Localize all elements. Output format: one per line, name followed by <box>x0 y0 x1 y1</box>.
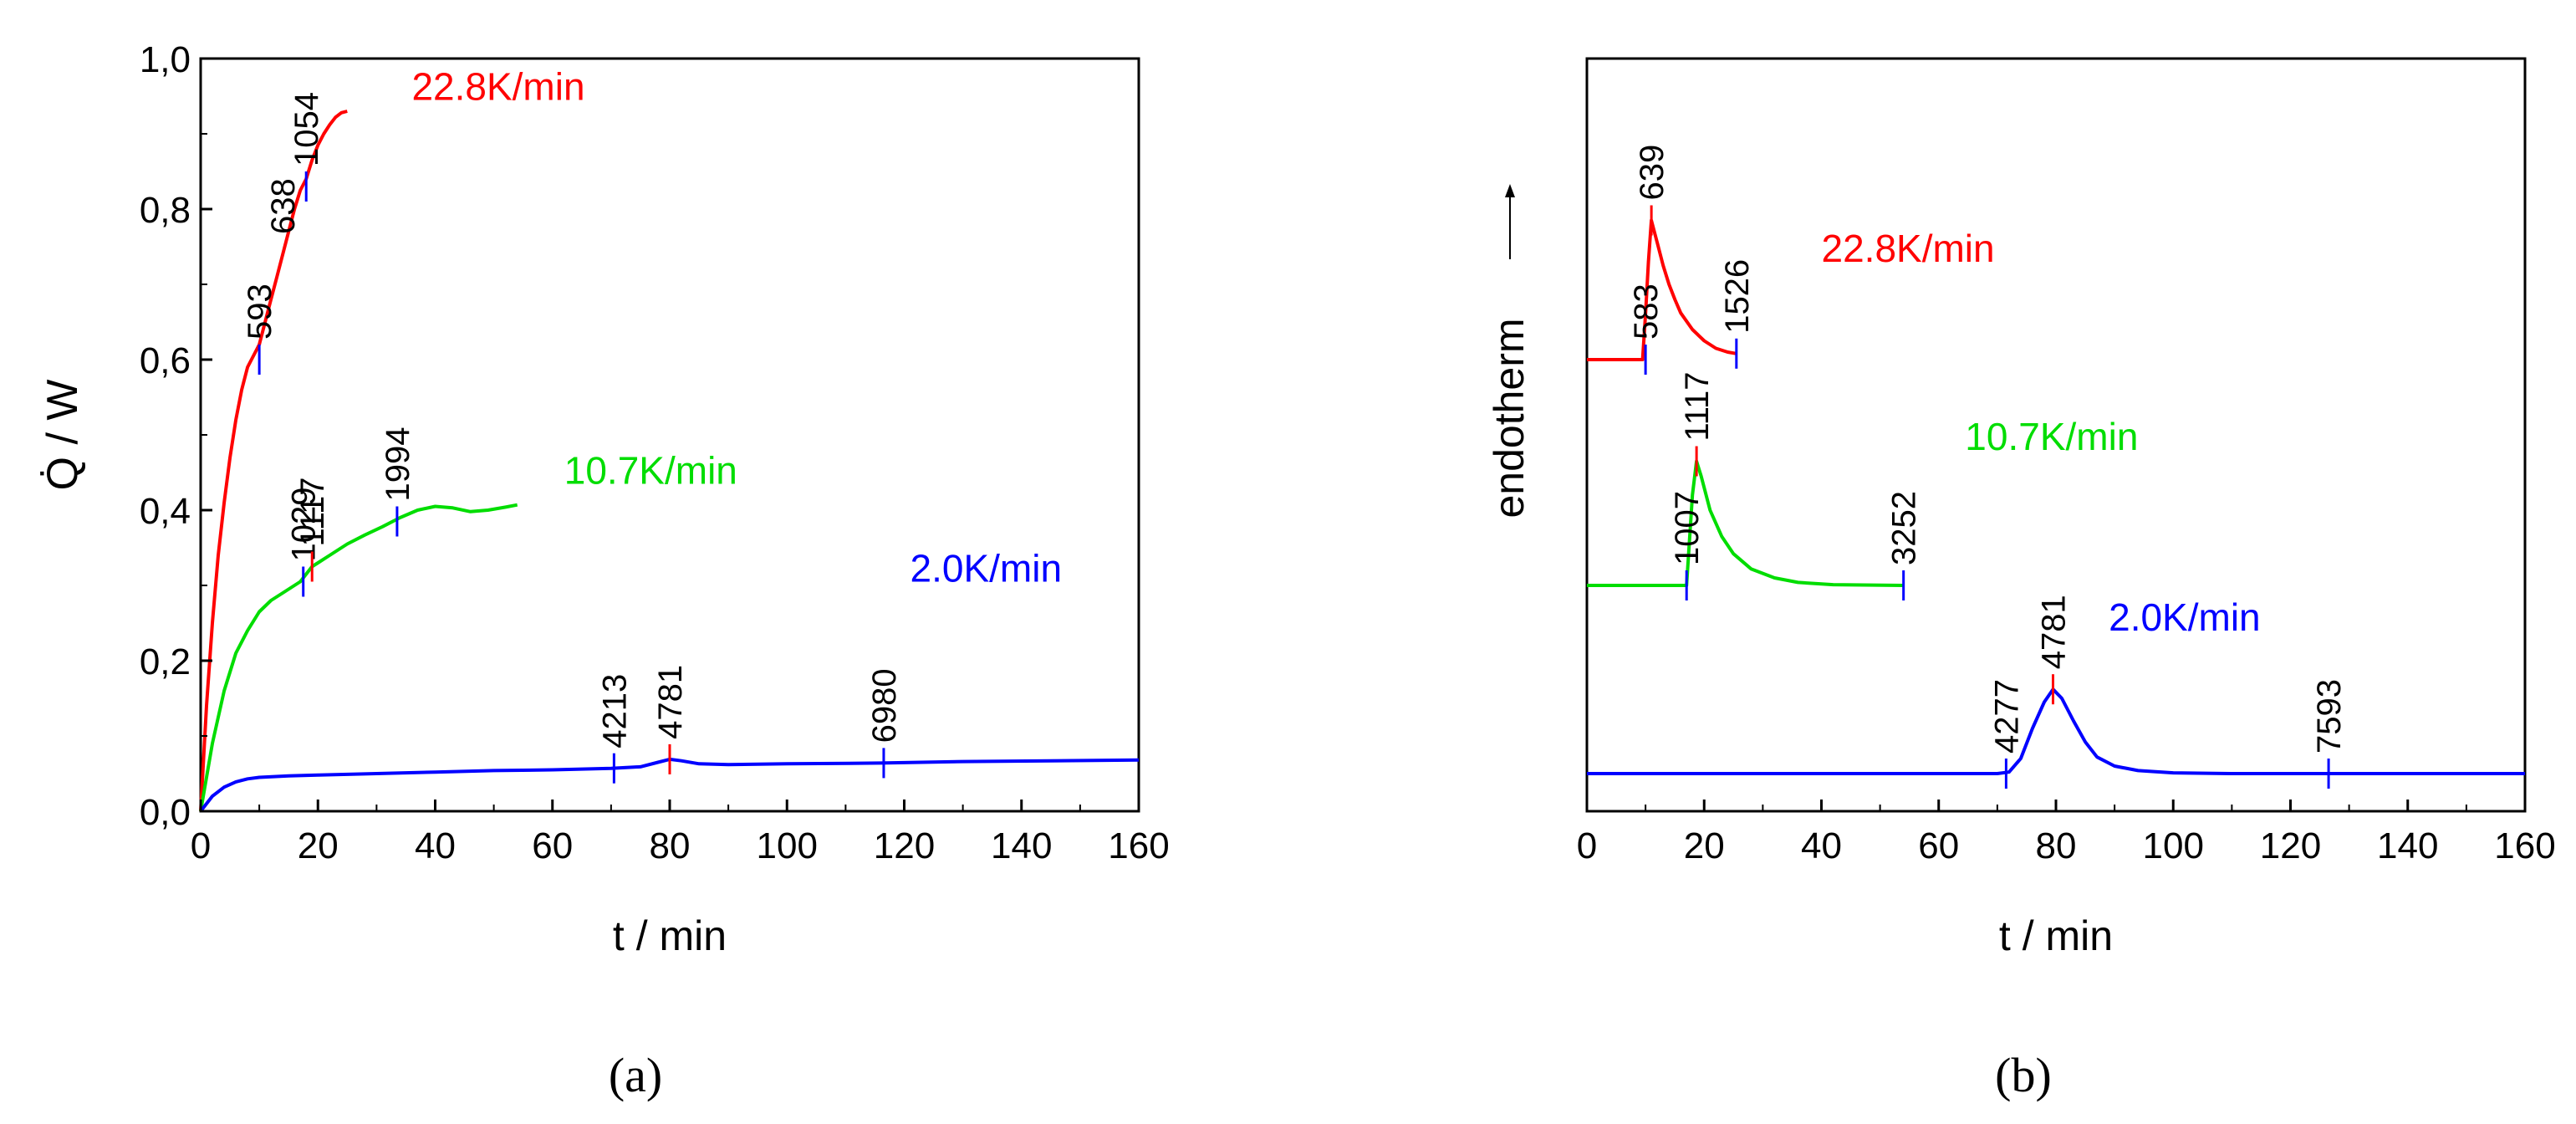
panel-b-series-layer <box>1587 218 2525 775</box>
panel-a-series-layer <box>199 110 1140 813</box>
marker-label: 583 <box>1628 284 1665 340</box>
panel-b: 583 639 1526 1007 1117 3252 4277 4781 7593 0 20 40… <box>1486 57 2556 1102</box>
x-tick-label: 160 <box>1108 825 1169 866</box>
x-tick-label: 120 <box>2260 825 2321 866</box>
endotherm-arrow-icon <box>1505 184 1515 259</box>
series-line-2-0k-min <box>199 757 1140 813</box>
x-tick-label: 160 <box>2494 825 2555 866</box>
panel-b-marker-layer: 583 639 1526 1007 1117 3252 4277 4781 7593 <box>1628 145 2348 789</box>
panel-a-xtick-layer: 0 20 40 60 80 100 120 140 160 <box>191 800 1170 866</box>
x-tick-label: 0 <box>191 825 211 866</box>
marker-label: 4277 <box>1988 679 2025 754</box>
marker-label: 1029 <box>286 488 323 562</box>
marker-label: 4781 <box>652 665 689 739</box>
x-tick-label: 140 <box>2377 825 2438 866</box>
y-tick-label: 0,2 <box>140 641 191 682</box>
y-tick-label: 0,6 <box>140 340 191 381</box>
panel-a-legend-layer: 22.8K/min 10.7K/min 2.0K/min <box>411 65 1062 590</box>
panel-a-y-axis-label: Q̇ / W <box>38 380 87 491</box>
marker-label: 639 <box>1634 145 1671 201</box>
marker-label: 593 <box>242 284 278 340</box>
x-tick-label: 140 <box>991 825 1052 866</box>
marker-label: 1054 <box>288 92 325 166</box>
y-tick-label: 1,0 <box>140 39 191 80</box>
marker-label: 638 <box>265 178 302 234</box>
marker-label: 6980 <box>866 668 903 743</box>
x-tick-label: 60 <box>532 825 573 866</box>
panel-b-caption: (b) <box>1995 1048 2052 1102</box>
x-tick-label: 20 <box>298 825 339 866</box>
x-tick-label: 40 <box>415 825 456 866</box>
legend-label: 2.0K/min <box>911 547 1063 590</box>
series-line-10-7k-min <box>1587 459 1904 587</box>
series-line-22-8k-min <box>1587 218 1737 361</box>
x-tick-label: 80 <box>2036 825 2077 866</box>
panel-b-y-axis-label: endotherm <box>1486 318 1533 518</box>
panel-b-xtick-layer: 0 20 40 60 80 100 120 140 160 <box>1577 800 2556 866</box>
y-tick-label: 0,4 <box>140 491 191 532</box>
panel-a-x-axis-label: t / min <box>613 912 727 959</box>
x-tick-label: 80 <box>650 825 691 866</box>
x-tick-label: 0 <box>1577 825 1597 866</box>
legend-label: 22.8K/min <box>1822 227 1995 270</box>
x-tick-label: 20 <box>1684 825 1725 866</box>
panel-b-legend-layer: 22.8K/min 10.7K/min 2.0K/min <box>1822 227 2261 639</box>
legend-label: 22.8K/min <box>411 65 584 109</box>
legend-label: 10.7K/min <box>1965 415 2138 458</box>
y-tick-label: 0,8 <box>140 190 191 231</box>
legend-label: 2.0K/min <box>2109 595 2261 639</box>
marker-label: 4781 <box>2035 595 2072 669</box>
x-tick-label: 100 <box>757 825 818 866</box>
marker-label: 1526 <box>1719 259 1756 334</box>
panel-b-x-axis-label: t / min <box>1999 912 2113 959</box>
marker-label: 1007 <box>1669 491 1706 565</box>
marker-label: 1994 <box>380 427 416 502</box>
x-tick-label: 40 <box>1801 825 1842 866</box>
series-line-2-0k-min <box>1587 687 2525 775</box>
series-line-22-8k-min <box>199 110 348 812</box>
marker-label: 3252 <box>1886 491 1923 565</box>
x-tick-label: 120 <box>874 825 935 866</box>
panel-a-ytick-layer: 0,0 0,2 0,4 0,6 0,8 1,0 <box>140 39 212 833</box>
y-tick-label: 0,0 <box>140 792 191 833</box>
marker-label: 4213 <box>596 674 633 748</box>
panel-a-caption: (a) <box>609 1048 662 1102</box>
x-tick-label: 100 <box>2143 825 2204 866</box>
marker-label: 1117 <box>1679 371 1716 441</box>
x-tick-label: 60 <box>1918 825 1959 866</box>
legend-label: 10.7K/min <box>564 449 737 493</box>
marker-label: 7593 <box>2311 679 2348 754</box>
series-line-10-7k-min <box>199 503 518 812</box>
marker-label: 1117 <box>294 477 331 546</box>
